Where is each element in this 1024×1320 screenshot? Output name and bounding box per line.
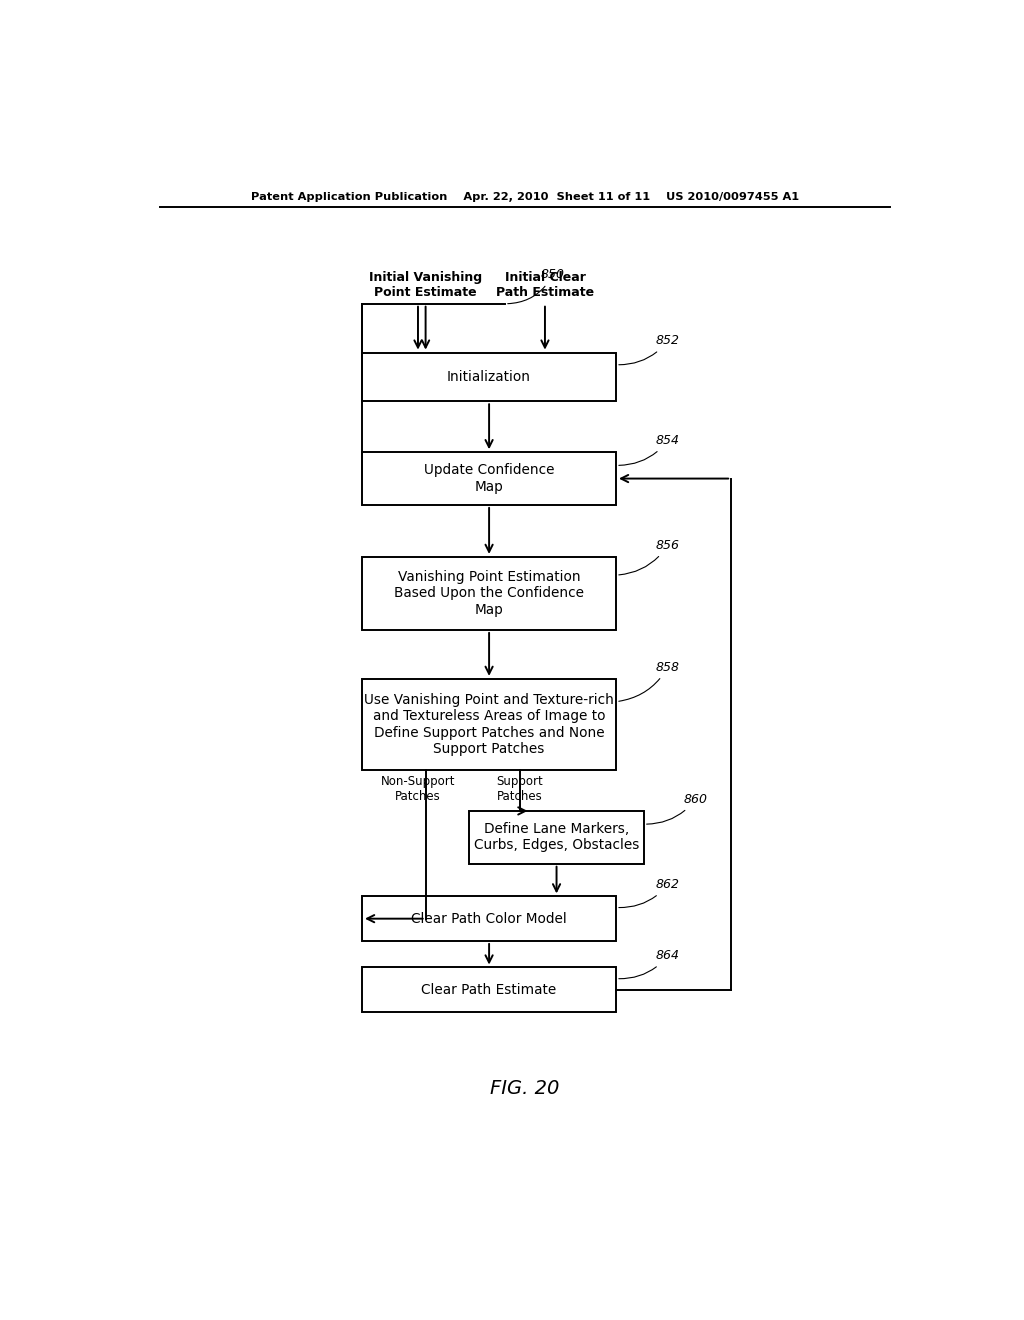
Bar (362, 678, 616, 771)
Text: Patent Application Publication    Apr. 22, 2010  Sheet 11 of 11    US 2010/00974: Patent Application Publication Apr. 22, … (251, 191, 799, 202)
Text: 856: 856 (618, 539, 680, 576)
Text: 864: 864 (618, 949, 680, 978)
Bar (362, 453, 616, 506)
Text: FIG. 20: FIG. 20 (490, 1078, 559, 1098)
Text: Initial Clear
Path Estimate: Initial Clear Path Estimate (496, 271, 594, 298)
Text: Update Confidence
Map: Update Confidence Map (424, 463, 554, 494)
Text: 860: 860 (646, 793, 708, 824)
Bar (362, 968, 616, 1012)
Text: Clear Path Color Model: Clear Path Color Model (412, 912, 567, 925)
Bar (469, 810, 644, 863)
Text: Initialization: Initialization (447, 370, 531, 384)
Bar (362, 352, 616, 401)
Text: Define Lane Markers,
Curbs, Edges, Obstacles: Define Lane Markers, Curbs, Edges, Obsta… (474, 822, 639, 853)
Text: Use Vanishing Point and Texture-rich
and Textureless Areas of Image to
Define Su: Use Vanishing Point and Texture-rich and… (365, 693, 614, 756)
Text: Initial Vanishing
Point Estimate: Initial Vanishing Point Estimate (369, 271, 482, 298)
Text: Non-Support
Patches: Non-Support Patches (380, 775, 455, 804)
Text: 854: 854 (618, 434, 680, 466)
Text: Support
Patches: Support Patches (497, 775, 543, 804)
Text: 852: 852 (618, 334, 680, 364)
Text: 850: 850 (508, 268, 564, 304)
Bar (362, 557, 616, 630)
Text: Clear Path Estimate: Clear Path Estimate (422, 983, 557, 997)
Text: 862: 862 (618, 878, 680, 908)
Text: Vanishing Point Estimation
Based Upon the Confidence
Map: Vanishing Point Estimation Based Upon th… (394, 570, 584, 616)
Text: 858: 858 (618, 661, 680, 701)
Bar (362, 896, 616, 941)
